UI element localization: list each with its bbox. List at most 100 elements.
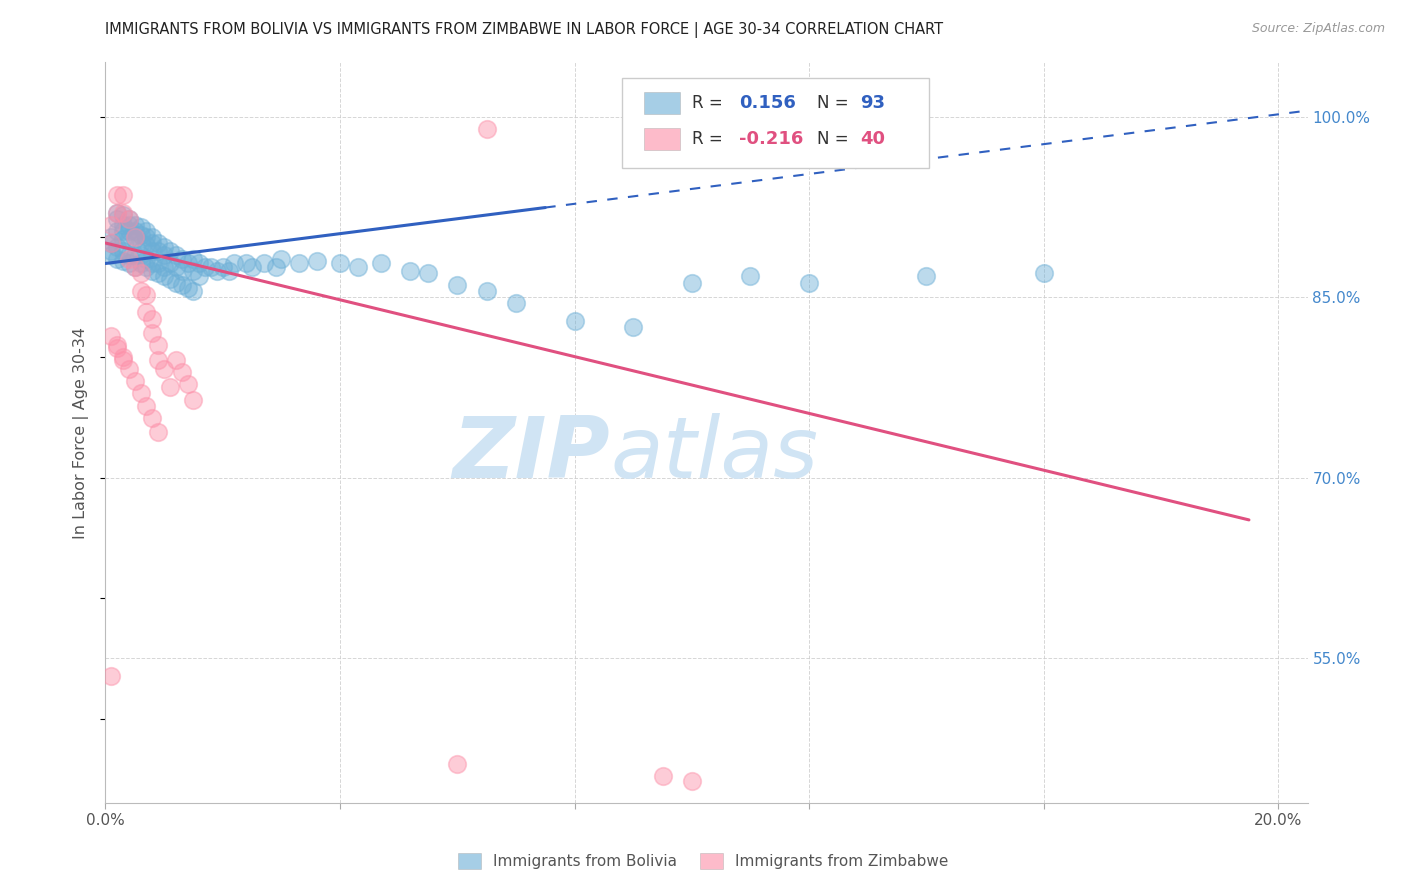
- Point: [135, 238, 157, 252]
- Point: [105, 211, 128, 226]
- Point: [112, 208, 135, 222]
- Point: [124, 218, 146, 232]
- Point: [100, 230, 122, 244]
- Point: [135, 399, 157, 413]
- Point: [211, 260, 233, 274]
- Text: 40: 40: [860, 129, 886, 148]
- Point: [346, 260, 368, 274]
- Point: [253, 256, 276, 270]
- Legend: Immigrants from Bolivia, Immigrants from Zimbabwe: Immigrants from Bolivia, Immigrants from…: [451, 847, 955, 875]
- Point: [176, 256, 198, 270]
- Point: [148, 244, 170, 259]
- Point: [681, 774, 703, 789]
- Text: Source: ZipAtlas.com: Source: ZipAtlas.com: [1251, 22, 1385, 36]
- Point: [194, 260, 217, 274]
- Point: [112, 254, 135, 268]
- Point: [159, 256, 181, 270]
- Point: [148, 338, 170, 352]
- Point: [651, 769, 673, 783]
- Point: [135, 260, 157, 274]
- Point: [183, 284, 205, 298]
- Point: [100, 669, 122, 683]
- Point: [170, 252, 193, 266]
- Point: [183, 392, 205, 407]
- Point: [112, 206, 135, 220]
- Point: [118, 218, 141, 232]
- Point: [505, 296, 527, 310]
- Point: [141, 410, 163, 425]
- Point: [141, 326, 163, 341]
- Text: 0.156: 0.156: [740, 95, 796, 112]
- Point: [183, 263, 205, 277]
- Point: [129, 256, 152, 270]
- Point: [797, 276, 820, 290]
- Point: [399, 263, 422, 277]
- Point: [118, 211, 141, 226]
- Point: [218, 263, 240, 277]
- Point: [105, 341, 128, 355]
- Point: [235, 256, 257, 270]
- Point: [118, 248, 141, 262]
- Point: [1032, 266, 1054, 280]
- Point: [105, 252, 128, 266]
- Point: [105, 206, 128, 220]
- Point: [135, 287, 157, 301]
- Y-axis label: In Labor Force | Age 30-34: In Labor Force | Age 30-34: [73, 326, 90, 539]
- Point: [165, 276, 187, 290]
- Point: [112, 187, 135, 202]
- Point: [305, 254, 328, 268]
- Point: [124, 232, 146, 246]
- Point: [129, 235, 152, 250]
- Point: [159, 272, 181, 286]
- Text: -0.216: -0.216: [740, 129, 803, 148]
- Point: [118, 211, 141, 226]
- Point: [129, 227, 152, 242]
- Point: [141, 230, 163, 244]
- Point: [100, 328, 122, 343]
- Point: [621, 320, 644, 334]
- Point: [129, 266, 152, 280]
- Point: [159, 244, 181, 259]
- Point: [176, 376, 198, 391]
- Point: [240, 260, 263, 274]
- Point: [681, 276, 703, 290]
- Point: [118, 232, 141, 246]
- Point: [100, 248, 122, 262]
- Point: [205, 263, 228, 277]
- Point: [188, 268, 211, 283]
- Point: [135, 304, 157, 318]
- Point: [475, 284, 498, 298]
- Text: N =: N =: [817, 95, 849, 112]
- Point: [475, 121, 498, 136]
- Text: R =: R =: [692, 129, 723, 148]
- Point: [100, 235, 122, 250]
- Point: [148, 266, 170, 280]
- Point: [270, 252, 292, 266]
- Point: [446, 757, 468, 772]
- Point: [112, 232, 135, 246]
- Point: [124, 375, 146, 389]
- Point: [141, 256, 163, 270]
- Point: [105, 338, 128, 352]
- Point: [124, 260, 146, 274]
- Point: [112, 244, 135, 259]
- Point: [165, 260, 187, 274]
- Point: [141, 311, 163, 326]
- Point: [165, 248, 187, 262]
- Text: R =: R =: [692, 95, 723, 112]
- Point: [124, 230, 146, 244]
- Point: [264, 260, 287, 274]
- Point: [915, 268, 938, 283]
- Point: [170, 263, 193, 277]
- Point: [118, 362, 141, 376]
- Point: [100, 235, 122, 250]
- Point: [564, 314, 586, 328]
- Point: [135, 252, 157, 266]
- Point: [329, 256, 352, 270]
- Point: [141, 244, 163, 259]
- Point: [141, 263, 163, 277]
- Point: [100, 244, 122, 259]
- Point: [129, 248, 152, 262]
- Point: [153, 248, 176, 262]
- FancyBboxPatch shape: [644, 128, 681, 150]
